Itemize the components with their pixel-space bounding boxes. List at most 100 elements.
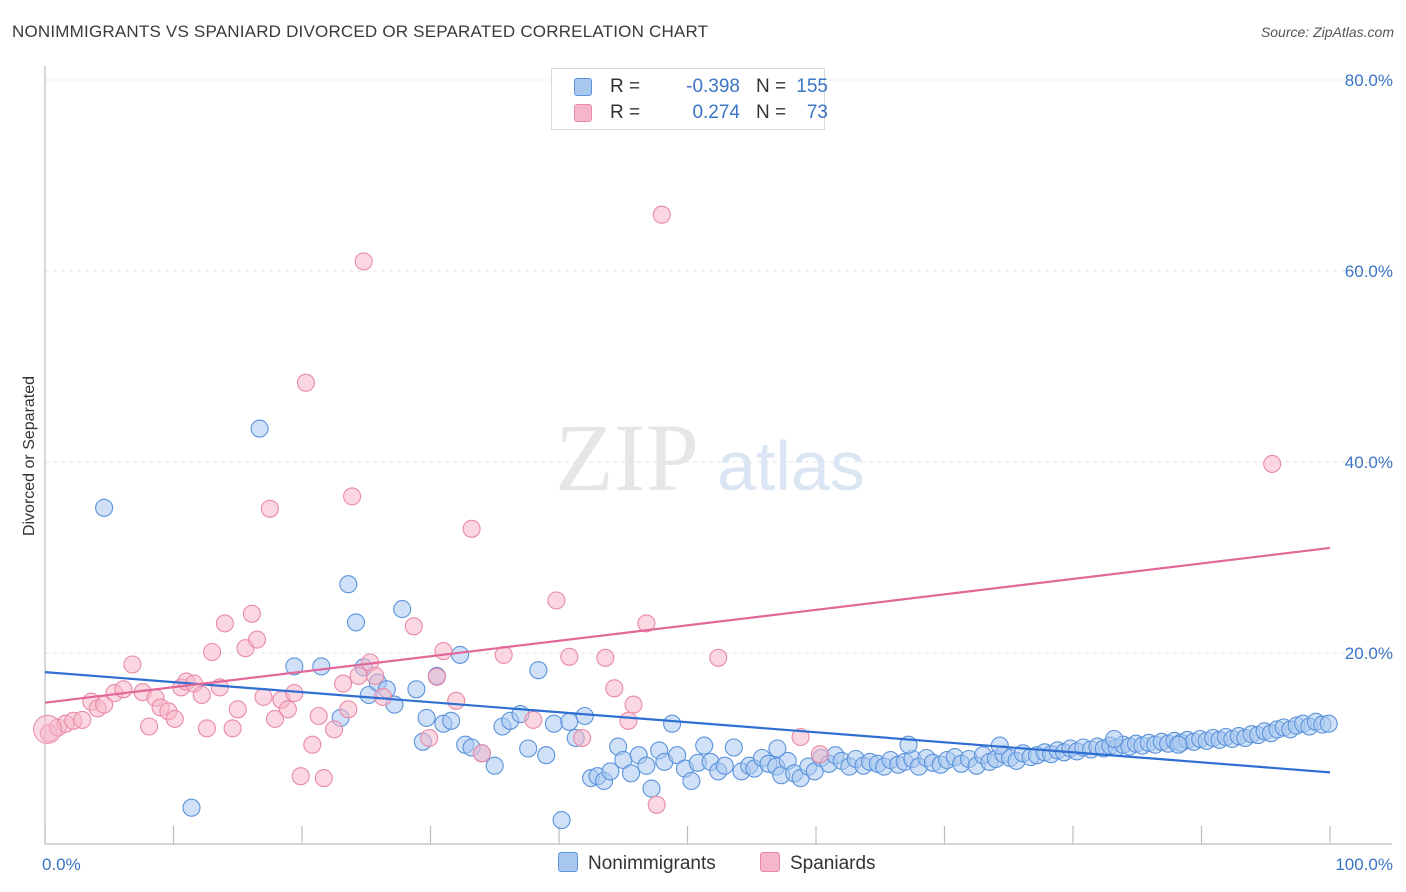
legend-n-label: N =	[756, 76, 787, 97]
point-nonimmigrants	[715, 756, 734, 775]
trend-line-nonimmigrants	[44, 671, 1331, 774]
x-tick-label: 100.0%	[1335, 855, 1393, 874]
point-nonimmigrants	[393, 600, 412, 619]
point-spaniards	[165, 709, 184, 728]
point-spaniards	[647, 795, 666, 814]
chart-title: NONIMMIGRANTS VS SPANIARD DIVORCED OR SE…	[12, 22, 709, 41]
point-spaniards	[427, 667, 446, 686]
trend-lines	[44, 546, 1331, 774]
point-spaniards	[624, 695, 643, 714]
point-spaniards	[265, 709, 285, 728]
point-nonimmigrants	[339, 575, 358, 594]
point-spaniards	[524, 710, 543, 729]
point-nonimmigrants	[663, 714, 682, 733]
legend-r-value: 0.274	[692, 102, 740, 123]
legend-n-value: 73	[806, 102, 828, 123]
point-nonimmigrants	[682, 771, 701, 791]
legend-n-label: N =	[756, 102, 787, 123]
point-spaniards	[242, 604, 261, 623]
point-nonimmigrants	[285, 657, 304, 676]
point-spaniards	[203, 642, 222, 662]
point-spaniards	[260, 499, 279, 518]
point-nonimmigrants	[724, 738, 743, 757]
point-nonimmigrants	[642, 779, 661, 798]
point-spaniards	[325, 720, 344, 739]
y-tick-label: 20.0%	[1345, 644, 1393, 663]
point-spaniards	[197, 719, 216, 738]
point-spaniards	[366, 666, 385, 685]
point-spaniards	[73, 710, 92, 729]
point-spaniards	[349, 666, 368, 685]
point-nonimmigrants	[442, 711, 461, 730]
point-spaniards	[192, 685, 211, 705]
point-spaniards	[472, 744, 491, 763]
point-nonimmigrants	[695, 736, 714, 755]
point-spaniards	[709, 648, 728, 667]
point-spaniards	[1263, 454, 1282, 473]
point-spaniards	[547, 591, 566, 610]
point-spaniards	[254, 687, 273, 706]
watermark-zip: ZIP	[555, 404, 699, 511]
point-spaniards	[334, 674, 353, 693]
legend-label-nonimmigrants: Nonimmigrants	[588, 853, 716, 874]
y-axis-title: Divorced or Separated	[21, 376, 38, 536]
legend-r-label: R =	[610, 76, 641, 97]
y-tick-label: 80.0%	[1345, 71, 1393, 90]
point-spaniards	[228, 700, 247, 719]
series-spaniards-points	[33, 205, 1282, 814]
legend-r-label: R =	[610, 102, 641, 123]
legend-r-value: -0.398	[686, 76, 740, 97]
legend-n-value: 155	[796, 76, 828, 97]
point-spaniards	[343, 487, 362, 506]
point-spaniards	[354, 252, 373, 271]
bottom-legend-nonimmigrants: Nonimmigrants	[558, 852, 716, 875]
point-nonimmigrants	[182, 798, 201, 817]
point-spaniards	[420, 728, 439, 748]
point-spaniards	[314, 769, 333, 788]
point-nonimmigrants	[250, 419, 269, 438]
point-spaniards	[573, 728, 592, 748]
trend-line-spaniards	[44, 546, 1331, 704]
point-spaniards	[637, 614, 656, 633]
watermark: ZIP atlas	[555, 404, 865, 511]
y-tick-label: 60.0%	[1345, 262, 1393, 281]
point-nonimmigrants	[312, 657, 331, 676]
point-spaniards	[447, 691, 466, 710]
legend-swatch-pink	[760, 852, 780, 872]
point-nonimmigrants	[668, 746, 687, 765]
point-nonimmigrants	[1105, 729, 1124, 749]
watermark-atlas: atlas	[717, 427, 865, 505]
point-nonimmigrants	[519, 739, 538, 758]
tick-labels: 20.0% 40.0% 60.0% 80.0% 0.0% 100.0%	[42, 71, 1393, 874]
point-spaniards	[309, 706, 328, 726]
point-nonimmigrants	[485, 756, 504, 775]
point-nonimmigrants	[407, 680, 426, 699]
point-nonimmigrants	[601, 762, 620, 781]
point-nonimmigrants	[1319, 714, 1338, 733]
point-spaniards	[291, 767, 310, 786]
point-spaniards	[140, 717, 159, 736]
legend-label-spaniards: Spaniards	[790, 853, 876, 874]
legend-swatch-pink	[574, 104, 592, 122]
point-spaniards	[404, 617, 423, 636]
point-nonimmigrants	[95, 498, 114, 517]
point-nonimmigrants	[575, 706, 594, 726]
correlation-legend: R = -0.398 N = 155 R = 0.274 N = 73	[551, 68, 828, 130]
point-spaniards	[462, 519, 481, 538]
point-spaniards	[339, 700, 358, 719]
bottom-legend-spaniards: Spaniards	[760, 852, 876, 875]
point-spaniards	[596, 648, 615, 667]
x-tick-label: 0.0%	[42, 855, 81, 874]
point-spaniards	[619, 711, 638, 730]
point-spaniards	[247, 630, 267, 649]
point-nonimmigrants	[537, 746, 556, 765]
point-nonimmigrants	[417, 708, 436, 727]
point-nonimmigrants	[1169, 735, 1188, 754]
point-spaniards	[215, 614, 234, 633]
legend-swatch-blue	[558, 852, 578, 872]
point-spaniards	[296, 373, 315, 392]
point-spaniards	[434, 642, 453, 661]
point-nonimmigrants	[621, 764, 641, 783]
point-spaniards	[303, 735, 322, 754]
